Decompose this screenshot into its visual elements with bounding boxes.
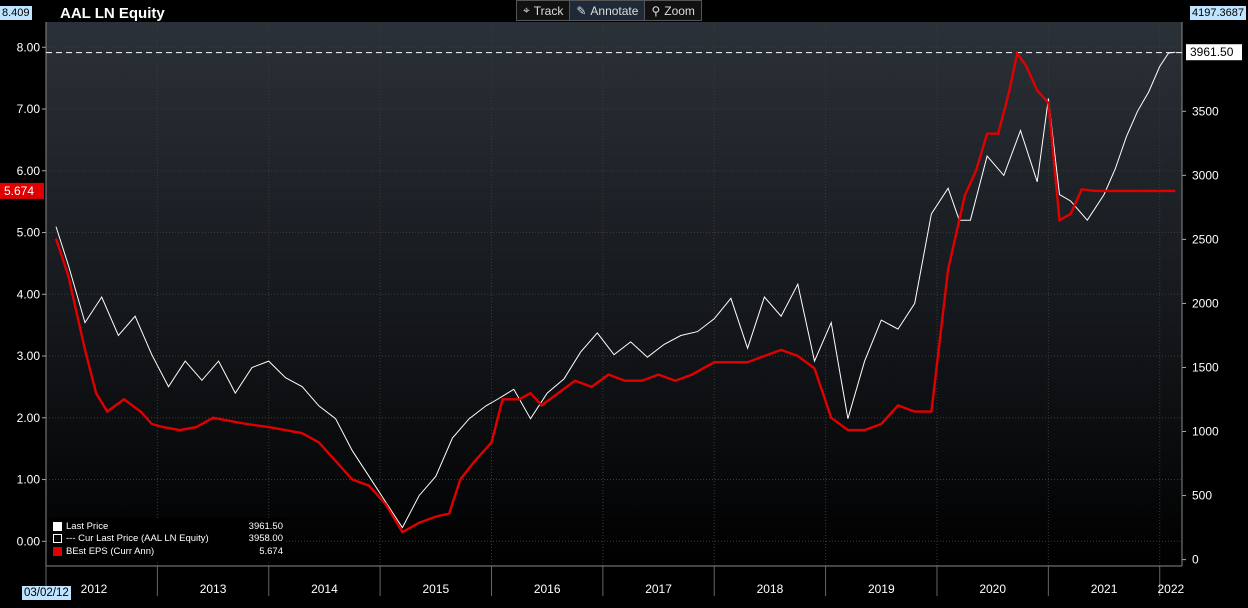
left-axis-max-badge: 8.409: [0, 6, 32, 20]
x-tick-label: 2018: [757, 582, 784, 596]
eps-value-label: 5.674: [4, 184, 34, 198]
legend-item-last-price: Last Price 3961.50: [53, 520, 283, 533]
x-axis: 2012 2013 2014 2015 2016 2017 2018 2019 2020 2021…: [45, 565, 1185, 596]
x-tick-label: 2012: [81, 582, 108, 596]
legend-value: 5.674: [259, 545, 283, 557]
white-swatch-icon: [53, 521, 62, 531]
x-tick-label: 2019: [868, 582, 895, 596]
left-tick-label: 5.00: [17, 226, 41, 240]
legend-label: Last Price: [66, 520, 109, 532]
right-tick-label: 1000: [1192, 425, 1219, 439]
pencil-icon: ✎: [576, 3, 587, 18]
right-tick-label: 2000: [1192, 296, 1219, 310]
price-series-line: [55, 51, 1176, 529]
left-tick-label: 7.00: [17, 102, 41, 116]
legend-label: --- Cur Last Price (AAL LN Equity): [66, 533, 209, 545]
red-swatch-icon: [53, 546, 62, 556]
left-tick-label: 4.00: [17, 287, 41, 301]
legend-value: 3958.00: [248, 533, 283, 545]
gridlines: [46, 22, 1182, 566]
left-tick-label: 1.00: [17, 473, 41, 487]
right-tick-label: 3500: [1192, 104, 1219, 118]
chart-toolbar: ⌖ Track ✎ Annotate ⚲ Zoom: [516, 0, 702, 21]
magnifier-icon: ⚲: [651, 3, 661, 18]
legend-label: BEst EPS (Curr Ann): [66, 545, 155, 557]
eps-series-line: [54, 50, 1176, 534]
x-tick-label: 2013: [200, 582, 227, 596]
track-button[interactable]: ⌖ Track: [517, 1, 571, 20]
legend-item-eps: BEst EPS (Curr Ann) 5.674: [53, 545, 283, 558]
track-label: Track: [533, 3, 564, 18]
zoom-label: Zoom: [664, 3, 695, 18]
chart-title: AAL LN Equity: [60, 5, 165, 22]
left-axis: 0.00 1.00 2.00 3.00 4.00 5.00 6.00 7.00 8.00: [17, 22, 47, 566]
left-tick-label: 3.00: [17, 349, 41, 363]
left-tick-label: 0.00: [17, 534, 41, 548]
x-tick-label: 2016: [534, 582, 561, 596]
right-tick-label: 500: [1192, 489, 1212, 503]
right-axis: 0 500 1000 1500 2000 2500 3000 3500: [1181, 22, 1219, 567]
left-tick-label: 6.00: [17, 164, 41, 178]
legend: Last Price 3961.50 --- Cur Last Price (A…: [50, 518, 286, 560]
start-date-badge: 03/02/12: [22, 586, 71, 600]
legend-value: 3961.50: [248, 520, 283, 532]
right-tick-label: 3000: [1192, 168, 1219, 182]
x-tick-label: 2020: [979, 582, 1006, 596]
outline-swatch-icon: [53, 534, 62, 544]
price-value-label: 3961.50: [1190, 45, 1234, 59]
price-value-badge-bg: [1186, 44, 1242, 61]
x-tick-label: 2017: [645, 582, 672, 596]
left-tick-label: 8.00: [17, 40, 41, 54]
right-tick-label: 1500: [1192, 360, 1219, 374]
annotate-label: Annotate: [590, 3, 639, 18]
x-tick-label: 2014: [311, 582, 338, 596]
x-tick-label: 2022: [1158, 582, 1185, 596]
crosshair-icon: ⌖: [523, 3, 530, 17]
right-axis-max-badge: 4197.3687: [1190, 6, 1246, 20]
legend-item-cur-last-price: --- Cur Last Price (AAL LN Equity) 3958.…: [53, 533, 283, 546]
eps-value-badge-bg: [0, 182, 44, 199]
left-tick-label: 2.00: [17, 411, 41, 425]
zoom-button[interactable]: ⚲ Zoom: [645, 1, 700, 20]
right-tick-label: 2500: [1192, 232, 1219, 246]
annotate-button[interactable]: ✎ Annotate: [570, 1, 646, 20]
right-tick-label: 0: [1192, 553, 1199, 567]
x-tick-label: 2015: [422, 582, 449, 596]
x-tick-label: 2021: [1091, 582, 1118, 596]
